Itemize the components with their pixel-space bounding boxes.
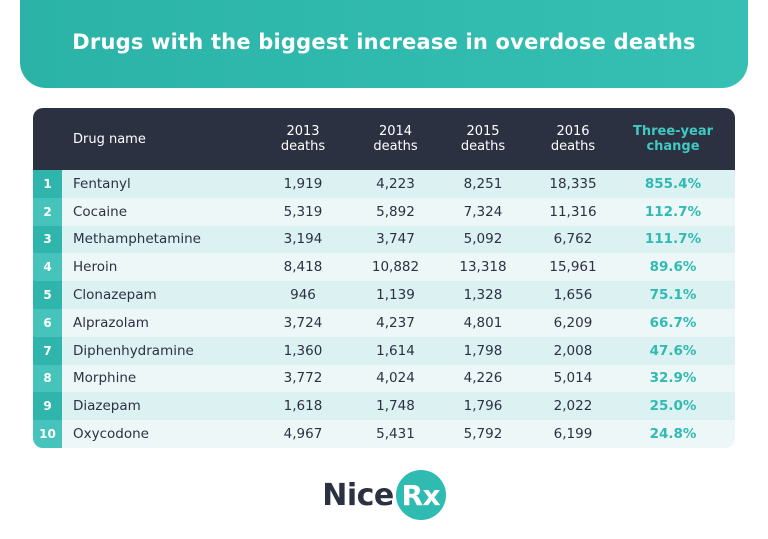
deaths-cell: 3,747 bbox=[376, 231, 415, 248]
table-row: 4 Heroin 8,418 10,882 13,318 15,961 89.6% bbox=[33, 253, 735, 282]
rank-cell: 5 bbox=[33, 281, 62, 309]
deaths-cell: 15,961 bbox=[549, 259, 597, 276]
deaths-cell: 5,892 bbox=[376, 203, 415, 220]
drug-name: Alprazolam bbox=[73, 314, 149, 331]
drug-name: Diphenhydramine bbox=[73, 342, 194, 359]
change-cell: 112.7% bbox=[644, 203, 702, 220]
rank-cell: 6 bbox=[33, 308, 62, 337]
deaths-cell: 5,014 bbox=[553, 370, 593, 387]
logo-badge: Rx bbox=[395, 470, 446, 520]
deaths-cell: 1,919 bbox=[283, 175, 323, 192]
table-row: 5 Clonazepam 946 1,139 1,328 1,656 75.1% bbox=[33, 281, 735, 309]
deaths-cell: 6,762 bbox=[553, 231, 593, 248]
drug-name: Methamphetamine bbox=[73, 231, 201, 248]
deaths-cell: 4,226 bbox=[463, 370, 503, 387]
table: Drug name 2013 deaths 2014 deaths 2015 deat… bbox=[33, 108, 735, 448]
deaths-cell: 10,882 bbox=[371, 259, 420, 276]
table-row: 8 Morphine 3,772 4,024 4,226 5,014 32.9% bbox=[33, 364, 735, 393]
deaths-cell: 1,656 bbox=[553, 287, 593, 304]
rank-cell: 3 bbox=[33, 225, 62, 254]
deaths-cell: 4,024 bbox=[376, 370, 415, 387]
deaths-cell: 8,418 bbox=[283, 259, 323, 276]
deaths-cell: 5,792 bbox=[463, 426, 503, 443]
rank-cell: 8 bbox=[33, 364, 62, 393]
column-header: Three-year change bbox=[632, 124, 714, 154]
table-row: 3 Methamphetamine 3,194 3,747 5,092 6,762 111.… bbox=[33, 225, 735, 254]
rank-cell: 9 bbox=[33, 392, 62, 421]
deaths-cell: 4,801 bbox=[463, 314, 503, 331]
deaths-cell: 1,796 bbox=[463, 398, 503, 415]
deaths-cell: 13,318 bbox=[459, 259, 507, 276]
deaths-cell: 3,772 bbox=[283, 370, 323, 387]
change-cell: 24.8% bbox=[649, 426, 697, 443]
title-banner: Drugs with the biggest increase in overd… bbox=[20, 0, 748, 88]
deaths-cell: 18,335 bbox=[549, 175, 597, 192]
title: Drugs with the biggest increase in overd… bbox=[72, 30, 696, 54]
deaths-cell: 1,748 bbox=[376, 398, 415, 415]
deaths-cell: 1,614 bbox=[376, 342, 415, 359]
deaths-cell: 1,798 bbox=[463, 342, 503, 359]
deaths-cell: 3,724 bbox=[283, 314, 323, 331]
rank-cell: 1 bbox=[33, 170, 62, 198]
table-row: 10 Oxycodone 4,967 5,431 5,792 6,199 24.8% bbox=[33, 420, 735, 448]
deaths-cell: 1,360 bbox=[283, 342, 323, 359]
change-cell: 855.4% bbox=[644, 175, 702, 192]
deaths-cell: 4,223 bbox=[376, 175, 415, 192]
drug-name: Clonazepam bbox=[73, 287, 157, 304]
change-cell: 89.6% bbox=[649, 259, 697, 276]
deaths-cell: 6,209 bbox=[553, 314, 593, 331]
table-row: 6 Alprazolam 3,724 4,237 4,801 6,209 66.7% bbox=[33, 308, 735, 337]
drug-name: Diazepam bbox=[73, 398, 141, 415]
rank-cell: 4 bbox=[33, 253, 62, 282]
drug-name: Cocaine bbox=[73, 203, 127, 220]
column-header: 2014 deaths bbox=[373, 124, 418, 154]
change-cell: 32.9% bbox=[649, 370, 697, 387]
deaths-cell: 1,139 bbox=[376, 287, 415, 304]
rank-cell: 2 bbox=[33, 197, 62, 226]
deaths-cell: 4,237 bbox=[376, 314, 415, 331]
column-header: 2016 deaths bbox=[550, 124, 596, 154]
deaths-cell: 2,008 bbox=[553, 342, 593, 359]
change-cell: 66.7% bbox=[649, 314, 697, 331]
column-header: Drug name bbox=[73, 131, 146, 147]
logo: Nice Rx bbox=[0, 470, 768, 520]
drug-name: Heroin bbox=[73, 259, 118, 276]
deaths-cell: 8,251 bbox=[463, 175, 503, 192]
change-cell: 75.1% bbox=[649, 287, 697, 304]
column-header: 2015 deaths bbox=[460, 124, 506, 154]
deaths-cell: 11,316 bbox=[549, 203, 597, 220]
deaths-cell: 7,324 bbox=[463, 203, 503, 220]
table-row: 9 Diazepam 1,618 1,748 1,796 2,022 25.0% bbox=[33, 392, 735, 421]
change-cell: 47.6% bbox=[649, 342, 697, 359]
column-header: 2013 deaths bbox=[280, 124, 326, 154]
deaths-cell: 3,194 bbox=[283, 231, 323, 248]
drug-name: Morphine bbox=[73, 370, 137, 387]
table-row: 7 Diphenhydramine 1,360 1,614 1,798 2,008 47.6… bbox=[33, 336, 735, 365]
change-cell: 25.0% bbox=[649, 398, 697, 415]
deaths-cell: 946 bbox=[290, 287, 316, 304]
change-cell: 111.7% bbox=[644, 231, 702, 248]
rank-cell: 7 bbox=[33, 336, 62, 365]
rank-cell: 10 bbox=[33, 420, 62, 448]
drug-name: Fentanyl bbox=[73, 175, 131, 192]
logo-text: Nice bbox=[322, 477, 394, 513]
deaths-cell: 6,199 bbox=[553, 426, 593, 443]
deaths-cell: 5,092 bbox=[463, 231, 503, 248]
deaths-cell: 2,022 bbox=[553, 398, 593, 415]
deaths-cell: 1,328 bbox=[463, 287, 503, 304]
table-body: 1 Fentanyl 1,919 4,223 8,251 18,335 855.4% 2 Coc… bbox=[33, 170, 735, 448]
deaths-cell: 4,967 bbox=[283, 426, 323, 443]
table-row: 2 Cocaine 5,319 5,892 7,324 11,316 112.7% bbox=[33, 197, 735, 226]
deaths-cell: 5,431 bbox=[376, 426, 415, 443]
deaths-cell: 1,618 bbox=[283, 398, 323, 415]
drug-name: Oxycodone bbox=[73, 426, 149, 443]
table-header: Drug name 2013 deaths 2014 deaths 2015 deat… bbox=[33, 108, 735, 170]
deaths-cell: 5,319 bbox=[283, 203, 323, 220]
table-row: 1 Fentanyl 1,919 4,223 8,251 18,335 855.4% bbox=[33, 170, 735, 198]
